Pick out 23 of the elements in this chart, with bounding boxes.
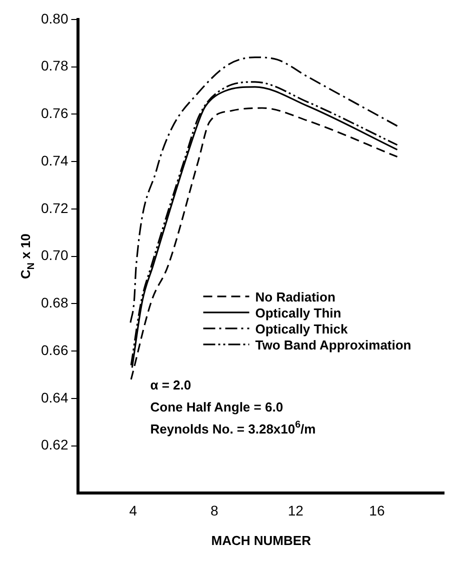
x-tick-label: 16 <box>369 502 385 518</box>
x-tick-label: 4 <box>129 502 138 518</box>
legend-label: Two Band Approximation <box>255 337 412 352</box>
annotation: Cone Half Angle = 6.0 <box>150 399 284 414</box>
y-axis-title: CN x 10 <box>18 234 37 279</box>
y-tick-label: 0.70 <box>41 247 68 264</box>
legend-label: Optically Thin <box>255 305 342 320</box>
x-tick-label: 8 <box>210 502 218 518</box>
x-axis-title: MACH NUMBER <box>211 533 312 548</box>
y-tick-label: 0.72 <box>41 200 68 216</box>
y-tick-label: 0.78 <box>41 58 68 74</box>
y-tick-label: 0.80 <box>41 10 68 26</box>
y-tick-label: 0.64 <box>41 389 68 406</box>
legend-label: No Radiation <box>255 289 336 304</box>
y-tick-label: 0.76 <box>41 105 68 122</box>
y-tick-label: 0.74 <box>41 152 68 168</box>
y-tick-label: 0.66 <box>41 342 68 358</box>
y-tick-label: 0.68 <box>41 294 68 311</box>
legend-label: Optically Thick <box>255 321 348 336</box>
y-tick-label: 0.62 <box>41 436 68 453</box>
x-tick-label: 12 <box>288 502 304 518</box>
line-series <box>130 56 398 324</box>
annotation: α = 2.0 <box>150 377 192 392</box>
